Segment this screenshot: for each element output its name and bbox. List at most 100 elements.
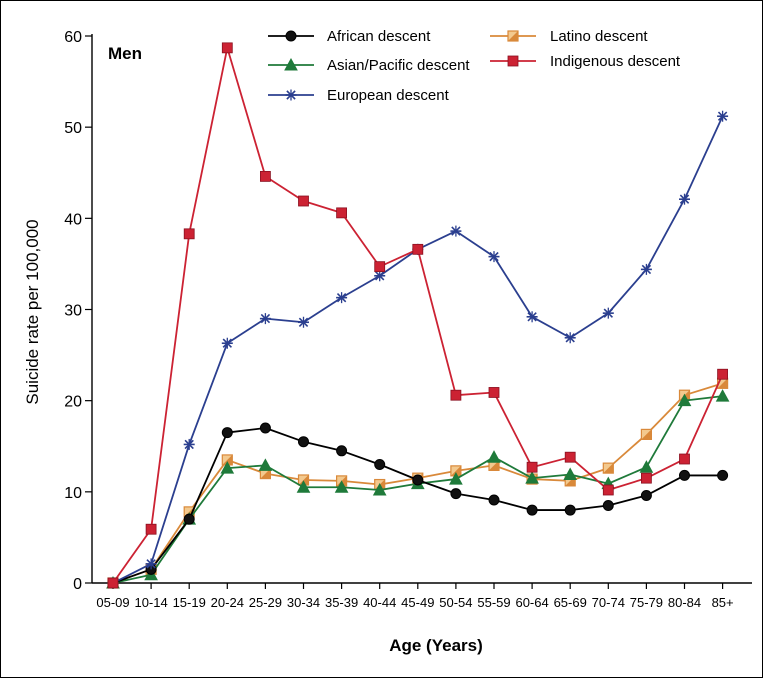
x-tick-label: 75-79 bbox=[630, 595, 663, 610]
data-point-african-descent bbox=[259, 422, 271, 434]
data-point-european-descent bbox=[145, 558, 157, 570]
data-point-indigenous-descent bbox=[602, 484, 614, 496]
y-tick-label: 50 bbox=[64, 120, 82, 137]
data-point-asian-pacific-descent bbox=[449, 472, 463, 485]
legend-marker-asian-pacific-descent bbox=[284, 57, 298, 71]
data-point-european-descent bbox=[298, 316, 309, 328]
legend-label: Indigenous descent bbox=[550, 53, 681, 70]
legend-item-indigenous-descent: Indigenous descent bbox=[490, 53, 681, 70]
data-point-indigenous-descent bbox=[717, 368, 728, 380]
x-tick-label: 45-49 bbox=[401, 595, 434, 610]
x-axis-title: Age (Years) bbox=[389, 636, 483, 655]
data-point-african-descent bbox=[450, 488, 462, 500]
data-point-african-descent bbox=[336, 445, 348, 457]
x-tick-label: 05-09 bbox=[96, 595, 129, 610]
data-point-indigenous-descent bbox=[564, 451, 576, 463]
x-tick-label: 30-34 bbox=[287, 595, 320, 610]
data-point-indigenous-descent bbox=[641, 472, 652, 484]
data-point-asian-pacific-descent bbox=[258, 458, 273, 471]
legend-label: Latino descent bbox=[550, 28, 648, 45]
y-tick-label: 10 bbox=[64, 485, 82, 502]
series-line-indigenous-descent bbox=[112, 46, 724, 584]
data-point-asian-pacific-descent bbox=[715, 389, 730, 402]
series-asian-pacific-descent bbox=[106, 389, 730, 589]
data-point-indigenous-descent bbox=[526, 461, 538, 473]
y-tick-label: 30 bbox=[64, 303, 82, 320]
x-tick-label: 50-54 bbox=[439, 595, 472, 610]
y-tick-label: 0 bbox=[73, 576, 82, 593]
x-tick-label: 65-69 bbox=[554, 595, 587, 610]
data-point-indigenous-descent bbox=[488, 387, 500, 398]
y-axis-title: Suicide rate per 100,000 bbox=[23, 219, 42, 404]
x-tick-label: 25-29 bbox=[249, 595, 282, 610]
x-tick-label: 85+ bbox=[712, 595, 734, 610]
series-indigenous-descent bbox=[107, 42, 728, 589]
data-point-latino-descent bbox=[602, 462, 614, 474]
x-tick-label: 60-64 bbox=[515, 595, 548, 610]
data-point-indigenous-descent bbox=[145, 523, 157, 535]
legend-marker-latino-descent bbox=[507, 30, 519, 42]
data-point-african-descent bbox=[221, 427, 233, 439]
data-point-european-descent bbox=[183, 438, 195, 450]
x-tick-label: 10-14 bbox=[134, 595, 167, 610]
data-point-african-descent bbox=[374, 458, 386, 470]
data-point-european-descent bbox=[679, 193, 690, 205]
x-tick-label: 15-19 bbox=[173, 595, 206, 610]
data-point-european-descent bbox=[526, 311, 538, 323]
legend-item-european-descent: European descent bbox=[268, 87, 450, 104]
data-point-indigenous-descent bbox=[412, 243, 424, 255]
data-point-indigenous-descent bbox=[679, 453, 690, 465]
data-point-european-descent bbox=[640, 263, 652, 275]
data-point-european-descent bbox=[564, 332, 576, 344]
legend-item-latino-descent: Latino descent bbox=[490, 28, 648, 45]
data-point-african-descent bbox=[526, 504, 538, 516]
data-point-indigenous-descent bbox=[259, 170, 271, 182]
data-point-african-descent bbox=[640, 489, 652, 501]
data-point-asian-pacific-descent bbox=[296, 480, 311, 493]
y-tick-label: 40 bbox=[64, 211, 82, 228]
series-line-asian-pacific-descent bbox=[112, 395, 723, 584]
data-point-african-descent bbox=[298, 436, 309, 448]
data-point-indigenous-descent bbox=[450, 389, 462, 401]
data-point-european-descent bbox=[336, 292, 348, 304]
legend-label: European descent bbox=[327, 87, 450, 104]
panel-label: Men bbox=[108, 44, 142, 63]
y-tick-label: 20 bbox=[64, 394, 82, 411]
data-point-african-descent bbox=[488, 494, 500, 506]
x-axis: 05-09 10-14 15-19 20-24 25-29 30-34 35-39 40-44… bbox=[92, 582, 752, 610]
legend-marker-indigenous-descent bbox=[507, 55, 519, 67]
legend-label: African descent bbox=[327, 28, 431, 45]
data-point-asian-pacific-descent bbox=[334, 480, 349, 493]
data-point-asian-pacific-descent bbox=[563, 467, 578, 481]
data-point-african-descent bbox=[183, 513, 195, 525]
data-point-latino-descent bbox=[640, 428, 653, 440]
data-point-asian-pacific-descent bbox=[220, 461, 235, 474]
legend-marker-african-descent bbox=[285, 30, 297, 42]
data-point-african-descent bbox=[412, 474, 424, 486]
data-point-indigenous-descent bbox=[183, 228, 195, 240]
x-tick-label: 70-74 bbox=[592, 595, 625, 610]
x-tick-label: 55-59 bbox=[477, 595, 510, 610]
legend-item-african-descent: African descent bbox=[268, 28, 431, 45]
x-tick-label: 40-44 bbox=[363, 595, 396, 610]
data-point-european-descent bbox=[717, 110, 729, 122]
data-point-asian-pacific-descent bbox=[372, 482, 387, 496]
data-point-indigenous-descent bbox=[107, 577, 119, 589]
data-point-european-descent bbox=[450, 225, 462, 237]
series-line-european-descent bbox=[112, 115, 724, 584]
series-layer bbox=[106, 42, 730, 589]
x-tick-label: 35-39 bbox=[325, 595, 358, 610]
x-tick-label: 80-84 bbox=[668, 595, 701, 610]
data-point-asian-pacific-descent bbox=[639, 460, 654, 473]
data-point-european-descent bbox=[374, 270, 386, 282]
data-point-indigenous-descent bbox=[374, 261, 386, 273]
data-point-asian-pacific-descent bbox=[525, 471, 539, 484]
legend-marker-european-descent bbox=[285, 89, 297, 101]
data-point-asian-pacific-descent bbox=[677, 393, 692, 407]
data-point-african-descent bbox=[564, 504, 576, 516]
legend: African descent Asian/Pacific descent Euro… bbox=[268, 28, 681, 104]
series-african-descent bbox=[107, 422, 729, 589]
y-axis: 0 10 20 30 40 50 60 bbox=[64, 29, 93, 593]
data-point-african-descent bbox=[602, 500, 614, 512]
